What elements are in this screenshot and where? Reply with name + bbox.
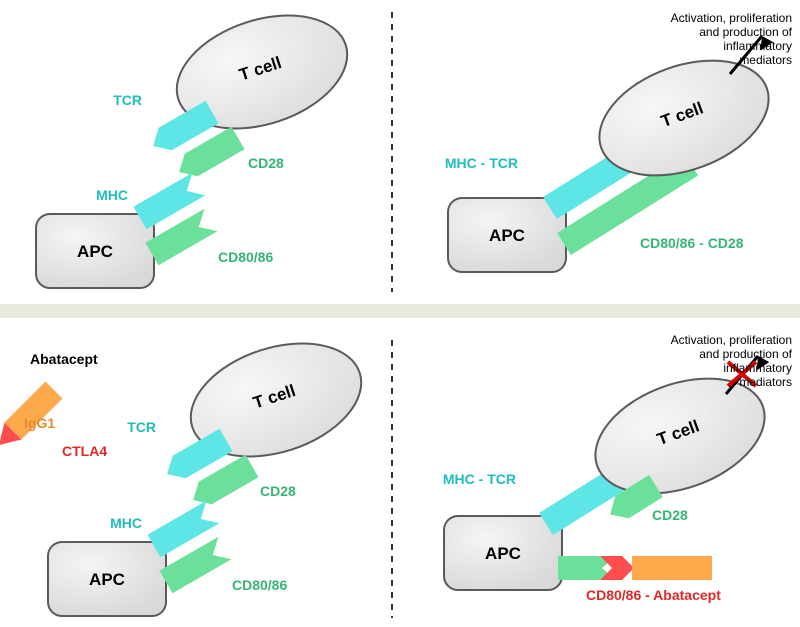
svg-text:APC: APC	[89, 570, 125, 589]
svg-text:MHC: MHC	[110, 515, 142, 531]
diagram-root: T cellTCRCD28APCMHCCD80/86APCT cellMHC -…	[0, 0, 800, 627]
svg-text:Activation, proliferation: Activation, proliferation	[671, 11, 792, 25]
svg-text:IgG1: IgG1	[24, 415, 55, 431]
svg-text:CD80/86: CD80/86	[218, 249, 273, 265]
igg1-tail	[632, 556, 712, 580]
svg-text:APC: APC	[489, 226, 525, 245]
svg-text:CD28: CD28	[652, 507, 688, 523]
horizontal-separator	[0, 304, 800, 318]
svg-text:MHC: MHC	[96, 187, 128, 203]
svg-text:MHC - TCR: MHC - TCR	[443, 471, 516, 487]
svg-text:mediators: mediators	[739, 375, 792, 389]
svg-text:TCR: TCR	[113, 92, 142, 108]
ctla4-tip	[600, 556, 634, 580]
svg-text:inflammatory: inflammatory	[723, 361, 792, 375]
svg-text:CD80/86 - CD28: CD80/86 - CD28	[640, 235, 744, 251]
svg-text:and production of: and production of	[699, 347, 792, 361]
svg-text:inflammatory: inflammatory	[723, 39, 792, 53]
svg-text:APC: APC	[485, 544, 521, 563]
svg-text:CD28: CD28	[260, 483, 296, 499]
svg-text:Abatacept: Abatacept	[30, 351, 98, 367]
svg-text:mediators: mediators	[739, 53, 792, 67]
svg-text:APC: APC	[77, 242, 113, 261]
svg-text:TCR: TCR	[127, 419, 156, 435]
svg-text:CTLA4: CTLA4	[62, 443, 107, 459]
svg-text:CD80/86: CD80/86	[232, 577, 287, 593]
svg-text:CD28: CD28	[248, 155, 284, 171]
svg-text:Activation, proliferation: Activation, proliferation	[671, 333, 792, 347]
svg-text:and production of: and production of	[699, 25, 792, 39]
svg-text:MHC - TCR: MHC - TCR	[445, 155, 518, 171]
svg-text:CD80/86 - Abatacept: CD80/86 - Abatacept	[586, 587, 721, 603]
